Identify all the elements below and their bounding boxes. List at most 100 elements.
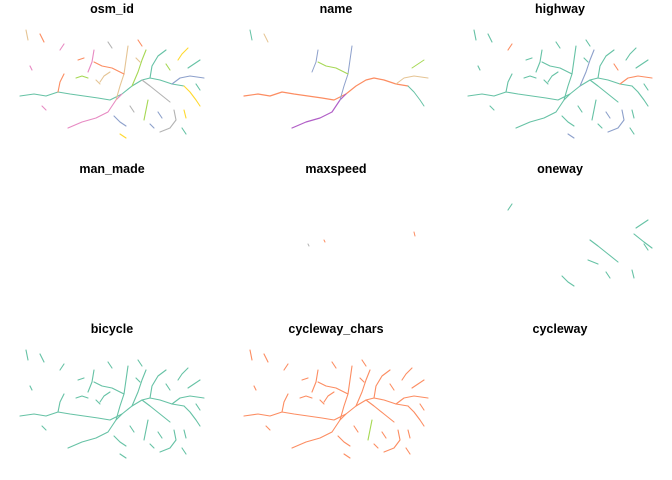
road-segment xyxy=(149,123,155,129)
map-panel-highway: highway xyxy=(448,0,672,160)
road-segment xyxy=(307,243,310,247)
road-segment xyxy=(143,419,149,441)
road-segment xyxy=(67,93,123,129)
map-panel-osm-id: osm_id xyxy=(0,0,224,160)
road-segment xyxy=(613,63,619,71)
road-segment xyxy=(541,61,573,75)
map-panel-oneway: oneway xyxy=(448,160,672,320)
road-segment xyxy=(137,39,143,47)
road-segment xyxy=(99,391,111,403)
road-segment xyxy=(631,85,649,107)
road-network-map xyxy=(467,29,653,139)
panel-title: bicycle xyxy=(90,322,134,336)
road-segment xyxy=(129,105,135,113)
road-segment xyxy=(515,93,571,129)
map-panel-man-made: man_made xyxy=(0,160,224,320)
road-segment xyxy=(87,49,95,73)
road-segment xyxy=(113,435,127,447)
road-segment xyxy=(629,127,635,135)
road-segment xyxy=(159,109,177,133)
road-segment xyxy=(625,47,637,61)
road-segment xyxy=(561,115,575,127)
road-segment xyxy=(507,203,513,211)
map-panel-maxspeed: maxspeed xyxy=(224,160,448,320)
road-segment xyxy=(561,275,575,287)
road-network-map xyxy=(243,29,429,129)
road-segment xyxy=(411,59,425,69)
road-segment xyxy=(605,271,611,279)
road-segment xyxy=(343,453,351,459)
road-segment xyxy=(181,127,187,135)
road-segment xyxy=(59,363,65,371)
road-segment xyxy=(353,425,359,433)
road-segment xyxy=(383,429,401,453)
road-segment xyxy=(135,377,141,383)
road-segment xyxy=(323,239,326,243)
road-segment xyxy=(19,397,185,421)
road-segment xyxy=(149,443,155,449)
road-segment xyxy=(547,71,559,83)
road-segment xyxy=(119,453,127,459)
road-segment xyxy=(619,75,653,85)
road-segment xyxy=(585,39,591,47)
road-segment xyxy=(195,403,201,411)
road-segment xyxy=(159,429,177,453)
road-segment xyxy=(187,59,201,69)
road-segment xyxy=(407,85,425,107)
road-segment xyxy=(543,79,549,85)
road-segment xyxy=(107,361,113,369)
road-segment xyxy=(131,49,147,87)
road-segment xyxy=(367,419,373,441)
road-network-map xyxy=(19,29,205,139)
road-network-map xyxy=(448,340,672,480)
panel-title: osm_id xyxy=(90,2,134,16)
road-segment xyxy=(183,429,187,439)
road-segment xyxy=(489,105,495,111)
road-segment xyxy=(75,395,89,399)
road-segment xyxy=(265,425,271,431)
road-segment xyxy=(337,435,351,447)
road-segment xyxy=(249,349,253,361)
road-segment xyxy=(113,115,127,127)
road-segment xyxy=(183,85,201,107)
road-segment xyxy=(77,377,85,381)
road-segment xyxy=(381,431,387,439)
road-segment xyxy=(19,77,185,101)
road-segment xyxy=(171,75,205,85)
road-segment xyxy=(137,359,143,367)
road-segment xyxy=(631,269,635,279)
road-segment xyxy=(413,231,416,237)
road-segment xyxy=(467,77,633,101)
road-segment xyxy=(99,71,111,83)
road-segment xyxy=(67,413,123,449)
road-segment xyxy=(87,369,95,393)
road-segment xyxy=(317,61,349,75)
road-segment xyxy=(187,379,201,389)
road-network-map xyxy=(507,203,653,287)
panel-title: name xyxy=(319,2,353,16)
road-segment xyxy=(643,243,649,251)
road-segment xyxy=(365,399,395,423)
road-segment xyxy=(301,377,309,381)
road-segment xyxy=(25,349,29,361)
road-segment xyxy=(583,57,589,63)
panel-title: cycleway_chars xyxy=(288,322,384,336)
road-segment xyxy=(419,403,425,411)
road-segment xyxy=(607,109,625,133)
road-segment xyxy=(407,405,425,427)
road-segment xyxy=(263,353,269,363)
road-segment xyxy=(57,393,65,413)
road-segment xyxy=(579,49,595,87)
road-segment xyxy=(77,57,85,61)
road-segment xyxy=(591,99,597,121)
road-segment xyxy=(141,399,171,423)
road-segment xyxy=(505,73,513,93)
road-segment xyxy=(135,57,141,63)
road-segment xyxy=(589,239,619,263)
road-network-map xyxy=(307,231,416,247)
road-segment xyxy=(171,395,205,405)
road-segment xyxy=(507,43,513,51)
road-segment xyxy=(631,109,635,119)
road-segment xyxy=(323,391,335,403)
